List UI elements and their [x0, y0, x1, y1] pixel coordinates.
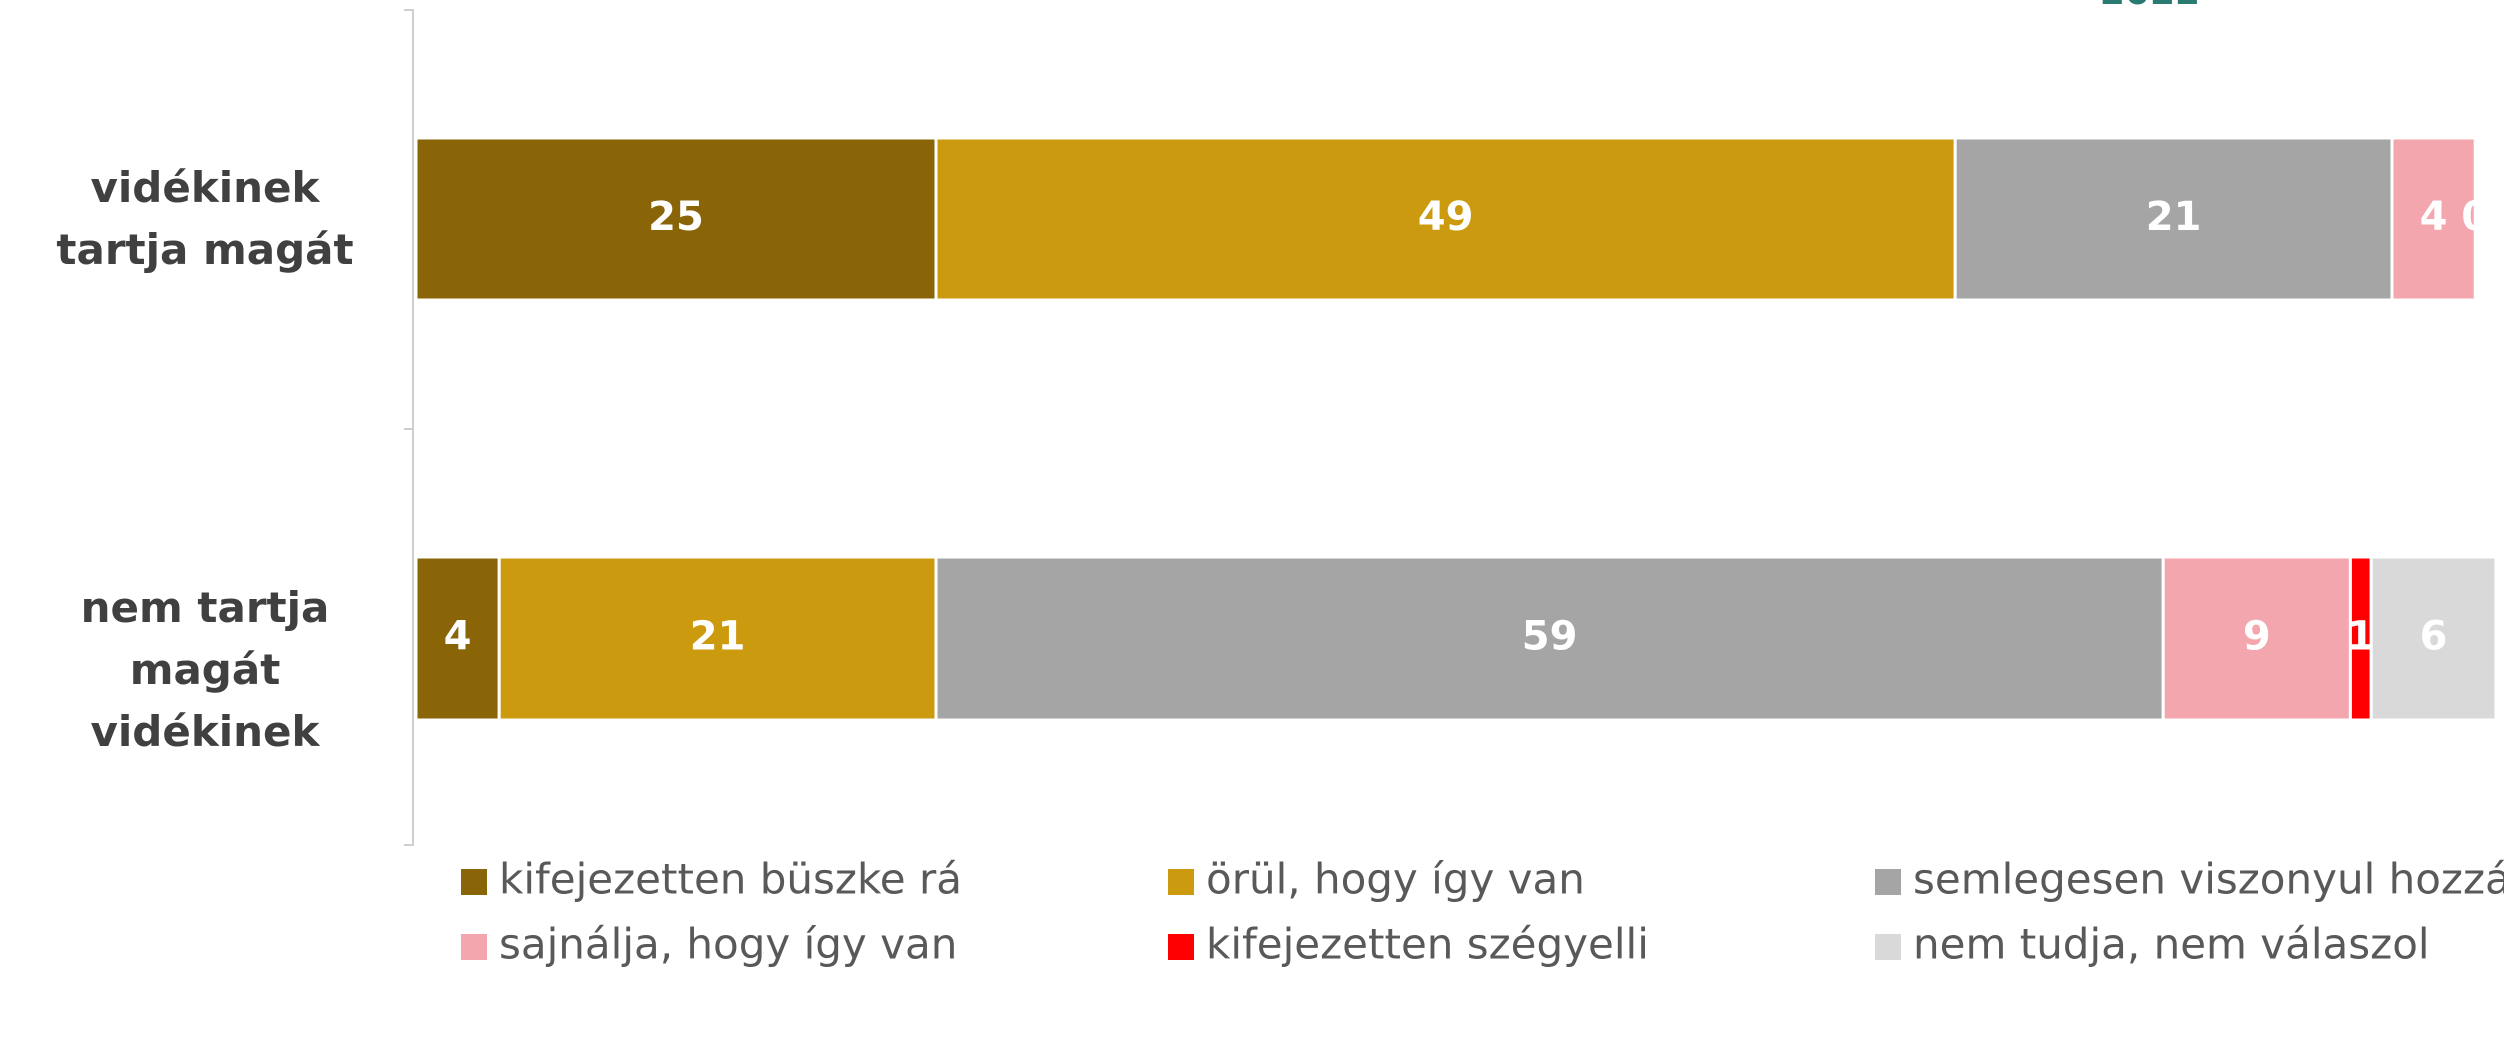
subtitle: 2022 — [2100, 0, 2200, 13]
legend-swatch — [1168, 869, 1194, 895]
data-label: 4 — [2420, 194, 2448, 240]
category-label: vidékinek tartja magát — [25, 157, 385, 281]
data-label: 21 — [2146, 194, 2202, 240]
legend-label: sajnálja, hogy így van — [499, 920, 957, 969]
data-label: 0 — [2461, 194, 2489, 240]
legend-label: kifejezetten büszke rá — [499, 855, 962, 904]
legend-swatch — [1168, 934, 1194, 960]
legend-label: nem tudja, nem válaszol — [1913, 920, 2430, 969]
legend-label: örül, hogy így van — [1206, 855, 1585, 904]
legend-swatch — [1875, 869, 1901, 895]
data-label: 6 — [2420, 614, 2448, 660]
category-label: nem tartja magát vidékinek — [25, 577, 385, 763]
data-label: 25 — [648, 194, 704, 240]
legend-swatch — [461, 869, 487, 895]
data-label: 59 — [1522, 614, 1578, 660]
legend-swatch — [1875, 934, 1901, 960]
legend-label: semlegesen viszonyul hozzá — [1913, 855, 2504, 904]
data-label: 4 — [444, 614, 472, 660]
data-label: 49 — [1418, 194, 1474, 240]
legend-label: kifejezetten szégyelli — [1206, 920, 1649, 969]
legend-swatch — [461, 934, 487, 960]
data-label: 21 — [690, 614, 746, 660]
axis-line — [404, 10, 413, 845]
data-label: 9 — [2243, 614, 2271, 660]
chart: 2022 2549214042159916kifejezetten büszke… — [0, 0, 2504, 1047]
